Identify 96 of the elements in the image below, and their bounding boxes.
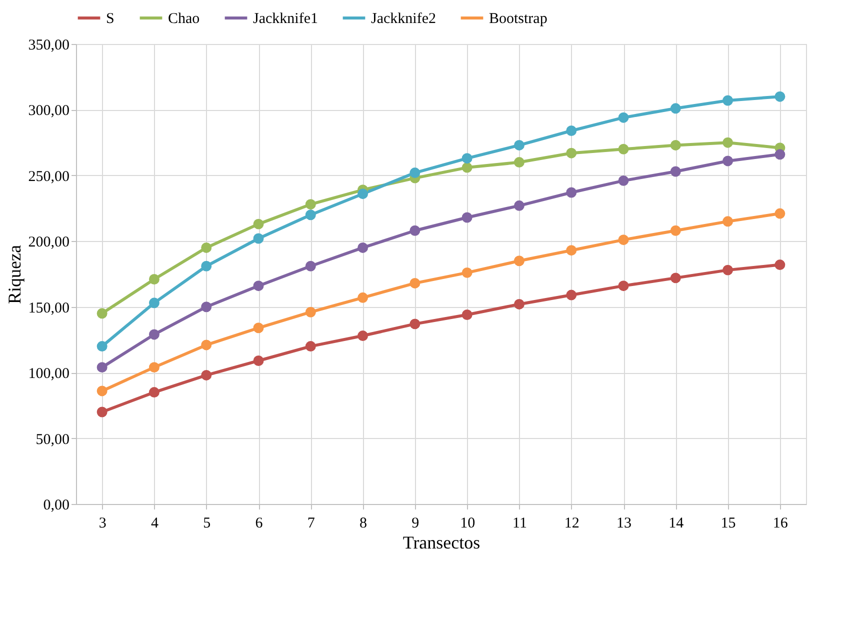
point: [722, 216, 734, 227]
point: [670, 225, 681, 236]
y-tick-label: 250,00: [28, 168, 70, 185]
point: [722, 137, 734, 148]
point: [305, 260, 316, 272]
point: [670, 140, 681, 150]
legend-label: Jackknife1: [253, 11, 318, 27]
point: [358, 292, 368, 303]
point: [722, 156, 734, 166]
point: [148, 329, 160, 340]
x-tick-label: 13: [616, 516, 632, 532]
x-tick-label: 15: [720, 516, 736, 532]
point: [253, 280, 264, 292]
y-tick-label: 350,00: [28, 38, 70, 54]
point: [566, 290, 577, 300]
point: [201, 370, 212, 380]
y-tick-label: 0,00: [43, 498, 70, 514]
point: [618, 144, 629, 154]
y-tick-label: 150,00: [28, 300, 70, 316]
x-tick-label: 5: [203, 516, 211, 532]
point: [253, 322, 264, 334]
point: [410, 168, 420, 178]
point: [774, 260, 786, 270]
x-tick-label: 8: [360, 516, 368, 532]
legend-label: Chao: [168, 11, 200, 27]
point: [514, 157, 524, 168]
point: [774, 149, 786, 160]
x-tick-label: 11: [512, 516, 527, 532]
point: [774, 91, 786, 102]
point: [358, 188, 368, 200]
point: [96, 362, 108, 373]
point: [774, 208, 786, 219]
point: [462, 212, 472, 223]
point: [358, 330, 368, 342]
point: [410, 278, 420, 288]
point: [722, 264, 734, 276]
point: [462, 310, 472, 320]
x-tick-label: 14: [668, 516, 684, 532]
point: [253, 218, 264, 230]
point: [201, 242, 212, 253]
point: [670, 103, 681, 114]
point: [358, 242, 368, 253]
point: [305, 199, 316, 210]
point: [305, 306, 316, 318]
point: [566, 148, 577, 158]
point: [566, 245, 577, 256]
y-tick-label: 100,00: [28, 366, 70, 382]
point: [410, 318, 420, 330]
point: [201, 302, 212, 312]
point: [566, 187, 577, 198]
x-axis-title: Transectos: [402, 532, 480, 552]
point: [305, 341, 316, 352]
point: [462, 267, 472, 278]
x-tick-label: 9: [412, 516, 420, 532]
x-tick-label: 3: [98, 516, 106, 532]
y-tick-label: 50,00: [36, 432, 70, 448]
point: [148, 362, 160, 373]
point: [618, 280, 629, 292]
point: [514, 298, 524, 310]
x-tick-label: 16: [772, 516, 788, 532]
x-tick-label: 6: [255, 516, 264, 532]
point: [148, 274, 160, 284]
point: [253, 356, 264, 366]
point: [96, 406, 108, 418]
point: [462, 153, 472, 164]
point: [670, 272, 681, 284]
point: [618, 234, 629, 246]
point: [514, 200, 524, 211]
point: [514, 140, 524, 150]
point: [148, 387, 160, 398]
x-tick-label: 7: [307, 516, 316, 532]
point: [722, 95, 734, 106]
legend-label: S: [106, 11, 114, 27]
x-tick-label: 12: [564, 516, 580, 532]
point: [670, 166, 681, 177]
point: [96, 308, 108, 319]
point: [566, 126, 577, 136]
x-tick-label: 10: [460, 516, 476, 532]
point: [253, 233, 264, 244]
point: [618, 112, 629, 123]
point: [462, 162, 472, 173]
point: [514, 256, 524, 266]
point: [96, 386, 108, 396]
point: [201, 260, 212, 272]
point: [618, 175, 629, 186]
x-tick-label: 4: [150, 516, 159, 532]
legend-label: Jackknife2: [371, 11, 436, 27]
point: [148, 298, 160, 308]
point: [96, 341, 108, 352]
point: [305, 210, 316, 220]
y-axis-title: Riqueza: [4, 245, 24, 304]
legend-label: Bootstrap: [489, 11, 548, 27]
y-tick-label: 300,00: [28, 103, 70, 120]
y-tick-label: 200,00: [28, 234, 70, 251]
point: [410, 225, 420, 236]
point: [201, 340, 212, 350]
